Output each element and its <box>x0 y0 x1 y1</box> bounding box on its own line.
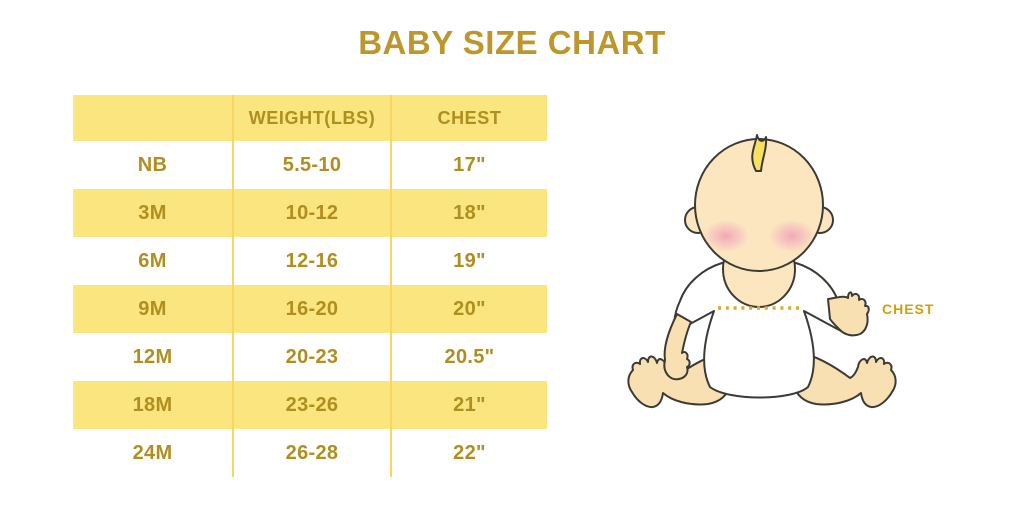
table-row: 18M 23-26 21" <box>73 381 547 429</box>
cell-chest: 20.5" <box>390 333 547 381</box>
table-row: 3M 10-12 18" <box>73 189 547 237</box>
cell-weight: 12-16 <box>232 237 390 285</box>
cell-chest: 17" <box>390 141 547 189</box>
cell-size: 12M <box>132 345 173 368</box>
page-title: BABY SIZE CHART <box>358 24 666 61</box>
header-cell-chest: CHEST <box>390 95 547 141</box>
table-header-row: WEIGHT(LBS) CHEST <box>73 95 547 141</box>
table-row: 24M 26-28 22" <box>73 429 547 477</box>
cell-size: NB <box>137 153 168 176</box>
cell-chest: 22" <box>390 429 547 477</box>
cell-weight: 16-20 <box>232 285 390 333</box>
cell-size: 3M <box>138 201 167 224</box>
cell-size: 9M <box>138 297 167 320</box>
baby-right-blush <box>769 220 815 252</box>
baby-illustration <box>627 134 897 409</box>
baby-left-arm <box>663 313 692 381</box>
table-row: NB 5.5-10 17" <box>73 141 547 189</box>
baby-hair-tuft <box>751 134 768 172</box>
cell-weight: 23-26 <box>232 381 390 429</box>
cell-chest: 19" <box>390 237 547 285</box>
baby-right-leg <box>792 351 897 409</box>
cell-weight: 5.5-10 <box>232 141 390 189</box>
baby-left-blush <box>703 220 749 252</box>
cell-weight: 20-23 <box>232 333 390 381</box>
size-table: WEIGHT(LBS) CHEST NB 5.5-10 17" 3M 10-12… <box>73 95 547 477</box>
table-row: 12M 20-23 20.5" <box>73 333 547 381</box>
header-cell-weight: WEIGHT(LBS) <box>232 95 390 141</box>
cell-chest: 18" <box>390 189 547 237</box>
cell-size: 18M <box>132 393 173 416</box>
cell-size: 24M <box>132 441 173 464</box>
cell-chest: 21" <box>390 381 547 429</box>
cell-weight: 26-28 <box>232 429 390 477</box>
cell-chest: 20" <box>390 285 547 333</box>
cell-weight: 10-12 <box>232 189 390 237</box>
chest-label: CHEST <box>882 301 935 317</box>
table-row: 6M 12-16 19" <box>73 237 547 285</box>
table-row: 9M 16-20 20" <box>73 285 547 333</box>
cell-size: 6M <box>138 249 167 272</box>
baby-right-arm <box>827 291 870 337</box>
header-cell-size <box>73 95 232 141</box>
